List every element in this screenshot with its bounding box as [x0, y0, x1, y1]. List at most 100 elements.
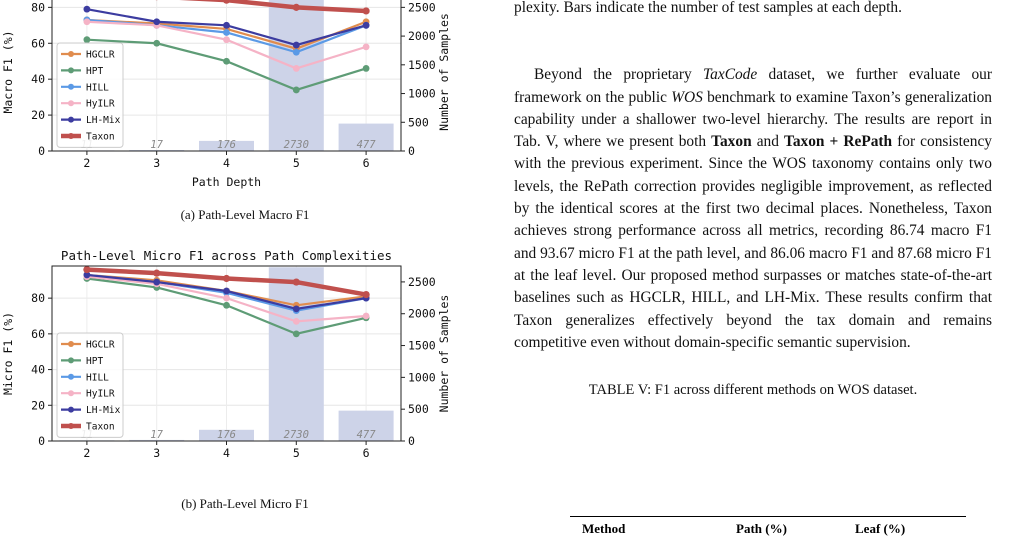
y-tick-label: 80 — [31, 0, 45, 14]
legend-marker — [68, 357, 74, 363]
data-point — [293, 278, 300, 285]
text-run: for consistency with the previous experi… — [514, 133, 992, 351]
y2-tick-label: 1500 — [408, 58, 436, 72]
y-axis-label: Micro F1 (%) — [1, 312, 15, 395]
y2-tick-label: 2000 — [408, 307, 436, 321]
legend-label: HPT — [86, 356, 103, 367]
legend-label: HyILR — [86, 99, 115, 110]
data-point — [293, 87, 300, 94]
bar-count-label: 2730 — [284, 429, 309, 441]
x-tick-label: 4 — [223, 446, 230, 458]
y2-tick-label: 0 — [408, 144, 415, 158]
y-tick-label: 0 — [38, 434, 45, 448]
legend-label: Taxon — [86, 422, 115, 433]
data-point — [84, 36, 91, 43]
table-header-method: Method — [582, 521, 625, 537]
data-point — [223, 302, 230, 309]
data-point — [223, 29, 230, 36]
legend-label: HILL — [86, 372, 109, 383]
bar-count-label: 17 — [150, 139, 163, 151]
y2-tick-label: 2500 — [408, 0, 436, 14]
y-tick-label: 40 — [31, 363, 45, 377]
data-point — [223, 288, 230, 295]
legend-marker — [68, 374, 74, 380]
y2-tick-label: 2000 — [408, 29, 436, 43]
y2-tick-label: 500 — [408, 402, 429, 416]
legend-label: HGCLR — [86, 340, 115, 351]
data-point — [363, 43, 370, 50]
legend-marker — [68, 407, 74, 413]
data-point — [83, 266, 90, 273]
table-header-path: Path (%) — [736, 521, 787, 537]
data-point — [363, 7, 370, 14]
text-run-bold: Taxon + RePath — [784, 133, 892, 150]
legend-marker — [68, 423, 74, 429]
x-tick-label: 5 — [293, 156, 300, 170]
bar-count-label: 477 — [357, 139, 377, 151]
table-header-leaf: Leaf (%) — [855, 521, 905, 537]
x-axis-label: Path Depth — [192, 175, 261, 189]
bar-count-label: 17 — [150, 429, 163, 441]
legend-marker — [68, 67, 74, 73]
data-point — [153, 270, 160, 277]
figure-caption-tail: plexity. Bars indicate the number of tes… — [514, 0, 992, 19]
text-run-italic: TaxCode — [703, 66, 757, 83]
y2-tick-label: 500 — [408, 115, 429, 129]
paper-text-column: plexity. Bars indicate the number of tes… — [514, 0, 992, 401]
y-tick-label: 20 — [31, 108, 45, 122]
micro-f1-chart: Path-Level Micro F1 across Path Complexi… — [0, 248, 490, 458]
data-point — [363, 291, 370, 298]
legend-label: HPT — [86, 66, 103, 77]
data-point — [223, 275, 230, 282]
legend-marker — [68, 117, 74, 123]
data-point — [293, 65, 300, 72]
y-axis-label: Macro F1 (%) — [1, 30, 15, 113]
data-point — [293, 330, 300, 337]
text-run: and — [752, 133, 784, 150]
legend-label: Taxon — [86, 132, 115, 143]
data-point — [84, 18, 91, 25]
data-point — [293, 305, 300, 312]
caption-a: (a) Path-Level Macro F1 — [0, 207, 490, 223]
legend-label: LH-Mix — [86, 115, 121, 126]
caption-b: (b) Path-Level Micro F1 — [0, 496, 490, 512]
sample-count-bar — [269, 0, 324, 151]
chart-title: Path-Level Micro F1 across Path Complexi… — [61, 248, 392, 263]
x-tick-label: 5 — [293, 446, 300, 458]
x-tick-label: 6 — [363, 156, 370, 170]
data-point — [84, 6, 91, 13]
y2-tick-label: 1000 — [408, 370, 436, 384]
legend-label: HyILR — [86, 389, 115, 400]
data-point — [153, 40, 160, 47]
legend-marker — [68, 84, 74, 90]
x-tick-label: 3 — [153, 446, 160, 458]
y2-tick-label: 2500 — [408, 275, 436, 289]
bar-count-label: 176 — [217, 429, 236, 441]
x-tick-label: 3 — [153, 156, 160, 170]
data-point — [293, 4, 300, 11]
legend-label: HILL — [86, 82, 109, 93]
data-point — [153, 18, 160, 25]
text-run-bold: Taxon — [711, 133, 752, 150]
macro-f1-chart: 1117176273047702040608005001000150020002… — [0, 0, 490, 200]
legend-marker — [68, 51, 74, 57]
data-point — [223, 36, 230, 43]
y2-axis-label: Number of Samples — [437, 295, 451, 413]
y-tick-label: 20 — [31, 398, 45, 412]
data-point — [153, 279, 160, 286]
x-tick-label: 6 — [363, 446, 370, 458]
text-run-italic: WOS — [671, 89, 703, 106]
bar-count-label: 477 — [357, 429, 377, 441]
bar-count-label: 176 — [217, 139, 236, 151]
data-point — [293, 49, 300, 56]
legend-label: LH-Mix — [86, 405, 121, 416]
legend-marker — [68, 390, 74, 396]
legend-marker — [68, 341, 74, 347]
y2-tick-label: 0 — [408, 434, 415, 448]
x-tick-label: 2 — [83, 446, 90, 458]
y-tick-label: 40 — [31, 72, 45, 86]
x-tick-label: 2 — [83, 156, 90, 170]
data-point — [223, 22, 230, 29]
legend-marker — [68, 100, 74, 106]
y-tick-label: 0 — [38, 144, 45, 158]
